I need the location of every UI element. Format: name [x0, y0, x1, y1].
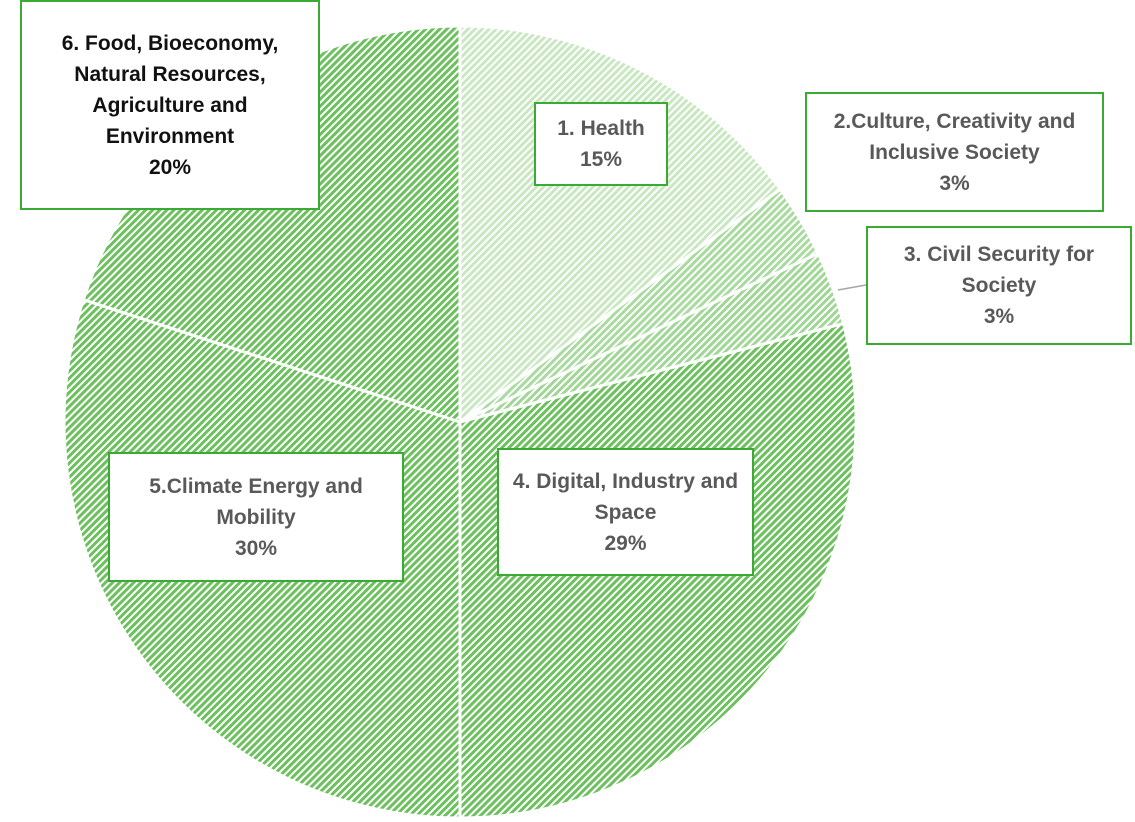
- category-name: 1. Health: [557, 117, 645, 140]
- slice-label: 3. Civil Security for Society 3%: [866, 226, 1132, 345]
- slice-label: 2.Culture, Creativity and Inclusive Soci…: [805, 92, 1104, 212]
- slice-label: 6. Food, Bioeconomy, Natural Resources, …: [20, 0, 320, 210]
- value-label: 20%: [148, 155, 192, 179]
- value-label: 3%: [983, 305, 1015, 328]
- value-label: 3%: [939, 171, 970, 195]
- slice-label: 5.Climate Energy and Mobility 30%: [108, 452, 404, 582]
- category-name: 6. Food, Bioeconomy, Natural Resources, …: [61, 31, 279, 148]
- category-name: 5.Climate Energy and Mobility: [149, 474, 363, 529]
- leader-line: [837, 284, 867, 291]
- slice-label: 4. Digital, Industry and Space 29%: [497, 448, 754, 576]
- slice-label: 1. Health 15%: [534, 102, 668, 186]
- category-name: 3. Civil Security for Society: [903, 243, 1095, 297]
- value-label: 15%: [579, 148, 623, 171]
- category-name: 2.Culture, Creativity and Inclusive Soci…: [833, 109, 1076, 164]
- value-label: 29%: [604, 531, 647, 555]
- value-label: 30%: [234, 536, 278, 560]
- category-name: 4. Digital, Industry and Space: [512, 469, 739, 524]
